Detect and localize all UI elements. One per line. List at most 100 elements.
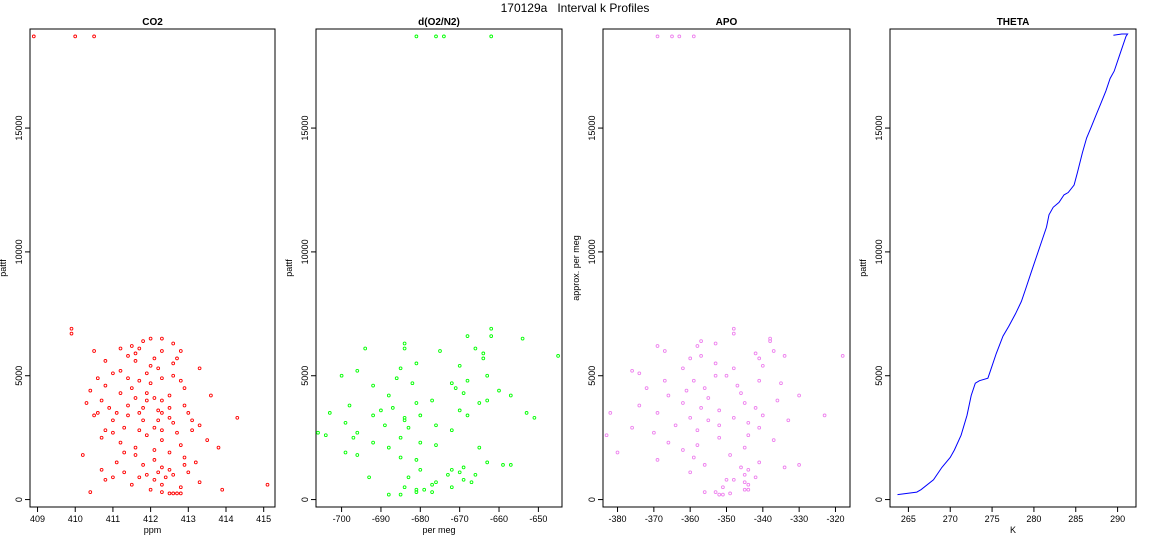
data-point: [182, 455, 187, 460]
y-tick-label: 15000: [874, 116, 884, 141]
data-point: [760, 363, 765, 368]
data-point: [148, 363, 153, 368]
data-point: [662, 378, 667, 383]
data-point: [615, 450, 620, 455]
data-point: [178, 378, 183, 383]
figure-title: 170129a Interval k Profiles: [500, 1, 650, 15]
data-point: [508, 463, 513, 467]
data-point: [449, 467, 454, 472]
data-point: [118, 346, 123, 351]
data-point: [339, 373, 344, 378]
data-point: [637, 371, 642, 376]
data-point: [129, 386, 134, 390]
data-point: [717, 435, 722, 440]
data-point: [786, 418, 791, 423]
data-point: [126, 413, 130, 418]
data-point: [702, 490, 707, 494]
data-point: [265, 482, 270, 487]
y-tick-label: 5000: [587, 366, 597, 386]
data-point: [688, 415, 693, 420]
theta-profile-line: [897, 33, 1129, 496]
data-point: [141, 406, 145, 410]
data-point: [171, 420, 176, 425]
data-point: [171, 373, 176, 378]
x-tick-label: -340: [754, 514, 772, 524]
data-point: [637, 403, 642, 408]
data-point: [152, 477, 157, 482]
x-tick-label: -680: [411, 514, 429, 524]
data-point: [197, 480, 202, 485]
data-point: [160, 376, 164, 381]
data-point: [111, 371, 115, 376]
x-tick-label: -350: [717, 514, 735, 524]
data-point: [118, 391, 123, 395]
data-point: [160, 428, 164, 433]
data-point: [197, 423, 202, 428]
data-point: [88, 388, 93, 393]
data-point: [133, 359, 138, 363]
data-point: [556, 354, 560, 358]
data-point: [383, 423, 387, 428]
data-point: [699, 354, 703, 358]
x-axis-label: K: [1010, 525, 1016, 535]
data-point: [735, 383, 740, 388]
data-point: [327, 411, 332, 415]
data-point: [520, 336, 525, 341]
data-point: [190, 428, 194, 433]
data-point: [489, 34, 494, 39]
data-point: [114, 411, 119, 415]
panel-title: THETA: [997, 17, 1030, 28]
data-point: [197, 366, 202, 371]
data-point: [489, 326, 494, 331]
data-point: [655, 344, 660, 348]
data-point: [724, 477, 729, 482]
data-point: [88, 490, 93, 494]
data-point: [152, 448, 157, 452]
y-tick-label: 0: [587, 497, 597, 502]
data-point: [706, 396, 711, 400]
data-point: [216, 445, 221, 450]
y-tick-label: 10000: [874, 239, 884, 264]
x-tick-label: -700: [333, 514, 351, 524]
data-point: [695, 344, 700, 348]
data-point: [681, 366, 685, 371]
data-point: [144, 391, 149, 395]
data-point: [160, 411, 164, 415]
data-point: [355, 430, 360, 435]
data-point: [489, 334, 494, 338]
data-point: [148, 336, 153, 341]
data-point: [655, 411, 660, 415]
data-point: [220, 487, 225, 492]
y-axis-label: pattf: [858, 259, 868, 277]
data-point: [167, 450, 172, 455]
data-point: [410, 381, 415, 386]
data-point: [394, 376, 399, 381]
data-point: [111, 418, 115, 423]
data-point: [406, 425, 411, 430]
data-point: [414, 458, 419, 462]
data-point: [371, 440, 375, 445]
data-point: [175, 356, 179, 361]
data-point: [171, 472, 176, 477]
data-point: [92, 349, 96, 353]
data-point: [469, 480, 474, 485]
data-point: [742, 487, 747, 492]
data-point: [406, 475, 411, 480]
data-point: [438, 349, 442, 353]
data-point: [477, 445, 482, 450]
data-point: [398, 455, 403, 460]
x-tick-label: -690: [372, 514, 390, 524]
data-point: [666, 393, 671, 398]
data-point: [677, 34, 682, 39]
x-tick-label: -380: [609, 514, 627, 524]
data-point: [144, 398, 149, 403]
data-point: [457, 363, 462, 368]
data-point: [133, 445, 138, 450]
x-tick-label: 280: [1026, 514, 1041, 524]
y-axis-label: pattf: [0, 259, 8, 277]
panel-title: APO: [716, 17, 738, 28]
x-axis-label: per meg: [422, 525, 455, 535]
data-point: [402, 418, 407, 423]
data-point: [133, 351, 138, 356]
